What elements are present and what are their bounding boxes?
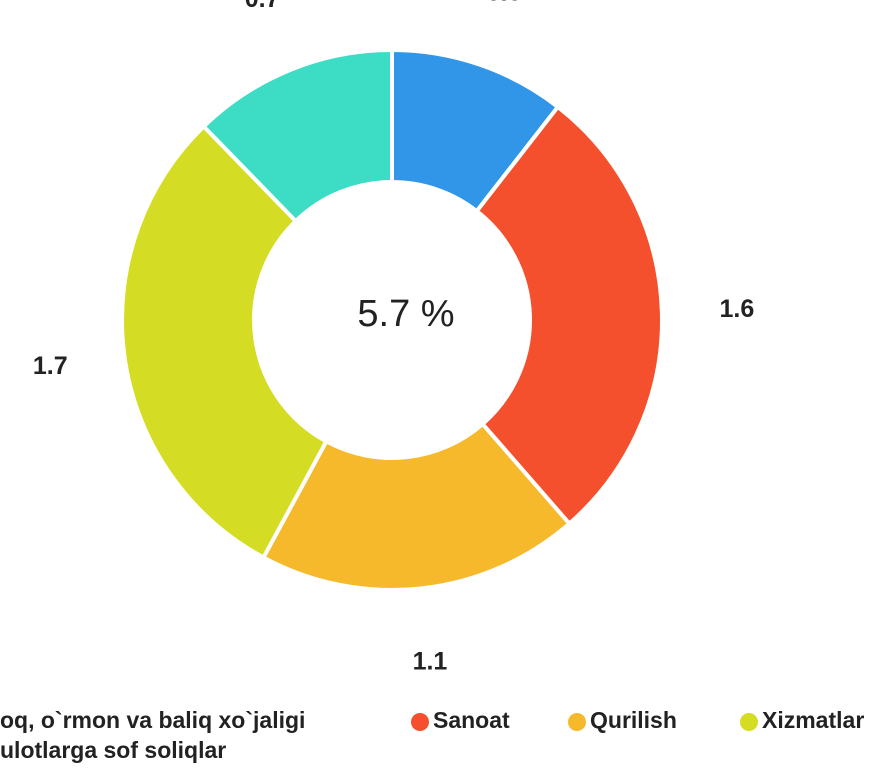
- legend-marker: [411, 713, 429, 731]
- data-label: 0.7: [245, 0, 280, 13]
- data-label: 0.6: [487, 0, 522, 6]
- legend-label: ulotlarga sof soliqlar: [0, 737, 226, 763]
- legend-label: oq, o`rmon va baliq xo`jaligi: [0, 707, 305, 733]
- data-label: 1.6: [719, 295, 754, 323]
- data-label: 1.7: [33, 352, 68, 380]
- center-label: 5.7 %: [357, 293, 454, 335]
- donut-slice: [200, 47, 394, 224]
- donut-slice: [120, 123, 330, 561]
- donut-slice: [473, 104, 664, 527]
- data-label: 1.1: [413, 648, 448, 676]
- legend-label: Qurilish: [590, 707, 677, 733]
- legend-label: Sanoat: [433, 707, 510, 733]
- legend-marker: [740, 713, 758, 731]
- donut-slice: [260, 421, 573, 592]
- legend-marker: [568, 713, 586, 731]
- legend-label: Xizmatlar: [762, 707, 864, 733]
